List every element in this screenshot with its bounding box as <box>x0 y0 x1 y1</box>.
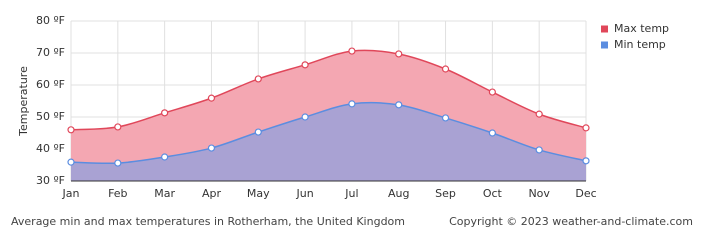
line <box>70 101 587 165</box>
point <box>161 109 169 117</box>
y-tick-label: 30 ºF <box>36 174 65 187</box>
x-tick-label: Jul <box>344 187 358 200</box>
point <box>348 47 356 55</box>
y-tick-label: 70 ºF <box>36 46 65 59</box>
point <box>441 114 450 122</box>
x-tick-label: Dec <box>575 187 596 200</box>
x-tick-label: Sep <box>435 187 456 200</box>
x-tick-label: Nov <box>528 187 550 200</box>
point <box>395 101 403 109</box>
legend-label: Max temp <box>614 22 669 35</box>
x-tick-label: Mar <box>154 187 175 200</box>
point <box>207 144 216 152</box>
copyright: Copyright © 2023 weather-and-climate.com <box>449 215 693 228</box>
y-tick-label: 50 ºF <box>36 110 65 123</box>
x-tick-label: Aug <box>388 187 409 200</box>
point <box>114 159 122 167</box>
y-axis-label: Temperature <box>17 66 30 137</box>
legend-swatch <box>601 25 608 33</box>
point <box>535 110 543 118</box>
x-tick-label: Oct <box>483 187 503 200</box>
point <box>114 123 122 131</box>
x-tick-label: May <box>247 187 270 200</box>
point <box>395 50 403 58</box>
point <box>301 61 309 69</box>
x-tick-label: Feb <box>108 187 127 200</box>
y-tick-label: 60 ºF <box>36 78 65 91</box>
point <box>207 94 216 102</box>
y-tick-label: 80 ºF <box>36 14 65 27</box>
y-tick-label: 40 ºF <box>36 142 65 155</box>
legend-swatch <box>601 41 608 49</box>
x-tick-label: Apr <box>202 187 222 200</box>
point <box>582 157 590 165</box>
point <box>67 158 75 166</box>
x-tick-label: Jun <box>295 187 313 200</box>
point <box>254 128 262 136</box>
point <box>488 88 496 96</box>
point <box>67 126 75 134</box>
chart: Temperature Average min and max temperat… <box>11 14 693 228</box>
point <box>254 75 262 83</box>
point <box>441 65 450 73</box>
line <box>70 49 587 131</box>
legend-label: Min temp <box>614 38 666 51</box>
point <box>348 100 356 108</box>
point <box>161 153 169 161</box>
caption: Average min and max temperatures in Roth… <box>11 215 405 228</box>
point <box>535 146 543 154</box>
point <box>488 129 496 137</box>
x-tick-label: Jan <box>62 187 80 200</box>
point <box>582 124 590 132</box>
point <box>301 113 309 121</box>
